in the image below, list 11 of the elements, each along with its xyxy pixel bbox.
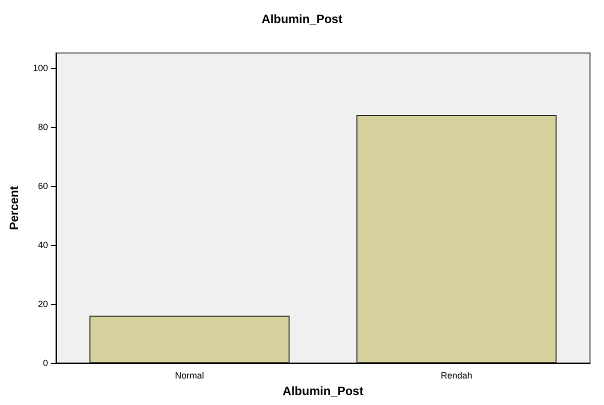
chart-title: Albumin_Post <box>262 12 342 26</box>
y-axis-title: Percent <box>7 186 21 230</box>
y-tick-label: 40 <box>38 240 48 250</box>
y-tick-label: 60 <box>38 180 48 191</box>
x-tick-label: Normal <box>174 370 204 380</box>
x-axis-title: Albumin_Post <box>282 384 364 398</box>
y-tick-label: 20 <box>38 298 48 309</box>
y-tick-label: 100 <box>32 62 48 73</box>
x-tick-label: Rendah <box>440 370 472 380</box>
y-tick-label: 80 <box>38 122 48 132</box>
y-tick-label: 0 <box>42 358 48 368</box>
